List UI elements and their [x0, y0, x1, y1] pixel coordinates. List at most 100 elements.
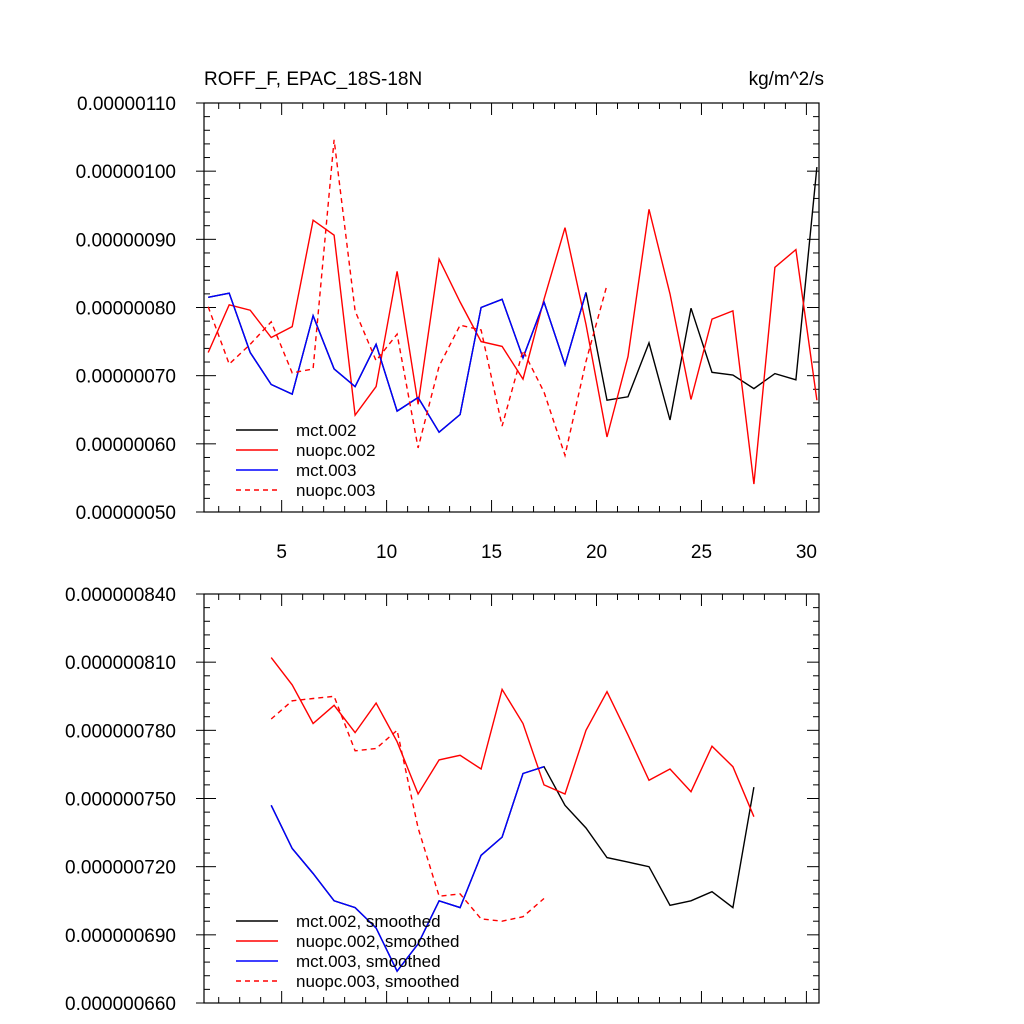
y-tick-label: 0.000000690 [65, 926, 176, 947]
data-point [459, 324, 461, 326]
data-point [459, 755, 461, 757]
data-point [480, 329, 482, 331]
units-label: kg/m^2/s [749, 69, 824, 90]
y-tick-label: 0.00000070 [76, 367, 176, 388]
data-point [543, 784, 545, 786]
data-point [207, 306, 209, 308]
data-point [669, 904, 671, 906]
y-tick-label: 0.00000100 [76, 162, 176, 183]
legend-label: nuopc.003, smoothed [296, 972, 460, 991]
data-point [564, 455, 566, 457]
data-point [501, 346, 503, 348]
data-point [249, 352, 251, 354]
data-point [774, 373, 776, 375]
data-point [648, 342, 650, 344]
data-point [648, 780, 650, 782]
y-tick-label: 0.000000840 [65, 585, 176, 606]
data-point [690, 791, 692, 793]
data-point [333, 368, 335, 370]
data-point [270, 384, 272, 386]
legend-label: mct.003 [296, 461, 356, 480]
data-point [690, 900, 692, 902]
data-point [291, 326, 293, 328]
x-tick-label: 30 [796, 542, 817, 563]
data-point [459, 414, 461, 416]
data-point [564, 805, 566, 807]
data-point [543, 898, 545, 900]
data-point [375, 748, 377, 750]
data-point [648, 209, 650, 211]
data-point [396, 730, 398, 732]
series-line-3 [270, 695, 545, 922]
data-point [753, 816, 755, 818]
data-point [522, 357, 524, 359]
data-point [459, 893, 461, 895]
data-point [312, 873, 314, 875]
data-point [711, 318, 713, 320]
data-point [606, 436, 608, 438]
y-tick-label: 0.000000660 [65, 994, 176, 1015]
data-point [228, 304, 230, 306]
data-point [291, 372, 293, 374]
data-point [396, 333, 398, 335]
data-point [564, 364, 566, 366]
data-point [396, 741, 398, 743]
data-point [816, 166, 818, 168]
y-tick-label: 0.00000060 [76, 435, 176, 456]
data-point [543, 766, 545, 768]
panel-title: ROFF_F, EPAC_18S-18N [204, 69, 422, 90]
data-point [669, 293, 671, 295]
data-point [270, 718, 272, 720]
data-point [417, 827, 419, 829]
x-tick-label: 20 [586, 542, 607, 563]
data-point [585, 292, 587, 294]
data-point [606, 284, 608, 286]
x-tick-label: 5 [276, 542, 287, 563]
series-line-0 [208, 167, 818, 434]
data-point [564, 227, 566, 229]
data-point [711, 371, 713, 373]
data-point [291, 700, 293, 702]
data-point [333, 900, 335, 902]
data-point [543, 391, 545, 393]
data-point [522, 723, 524, 725]
series-line-2 [208, 292, 587, 434]
data-point [816, 399, 818, 401]
data-point [627, 734, 629, 736]
data-point [459, 907, 461, 909]
data-point [375, 386, 377, 388]
data-point [753, 388, 755, 390]
x-tick-label: 15 [481, 542, 502, 563]
y-tick-label: 0.000000780 [65, 721, 176, 742]
data-point [417, 793, 419, 795]
data-point [333, 234, 335, 236]
data-point [501, 299, 503, 301]
data-point [270, 657, 272, 659]
data-point [354, 907, 356, 909]
legend-label: mct.003, smoothed [296, 952, 441, 971]
legend-label: nuopc.002 [296, 441, 375, 460]
data-point [732, 310, 734, 312]
data-point [291, 848, 293, 850]
data-point [438, 900, 440, 902]
data-point [207, 296, 209, 298]
data-point [459, 301, 461, 303]
data-point [480, 855, 482, 857]
data-point [753, 483, 755, 485]
y-tick-label: 0.00000110 [77, 94, 176, 115]
data-point [606, 691, 608, 693]
data-point [732, 907, 734, 909]
data-point [648, 866, 650, 868]
data-point [795, 379, 797, 381]
top-panel: 5 10 15 20 25 30 0.00000050 0.00000060 0.0000007… [76, 94, 820, 563]
data-point [522, 378, 524, 380]
data-point [207, 352, 209, 354]
data-point [333, 139, 335, 141]
data-point [438, 759, 440, 761]
data-point [270, 321, 272, 323]
data-point [270, 805, 272, 807]
data-point [354, 732, 356, 734]
data-point [375, 360, 377, 362]
data-point [480, 307, 482, 309]
